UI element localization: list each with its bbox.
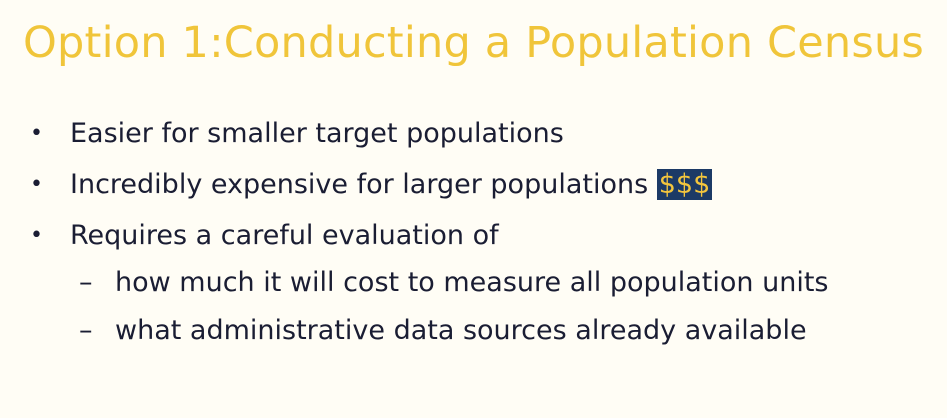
sub-bullet-text: how much it will cost to measure all pop…: [115, 267, 829, 298]
slide-title: Option 1:Conducting a Population Census: [22, 18, 925, 68]
highlighted-text: $$$: [656, 169, 713, 200]
dash-icon: –: [79, 267, 93, 298]
bullet-text: Incredibly expensive for larger populati…: [70, 168, 713, 202]
bullet-text: Easier for smaller target populations: [70, 118, 564, 149]
bullet-text: Requires a careful evaluation of: [70, 220, 499, 251]
bullet-dot-icon: •: [30, 223, 43, 248]
bullet-text-main: Incredibly expensive for larger populati…: [70, 169, 649, 200]
sub-bullet-text: what administrative data sources already…: [115, 315, 807, 346]
dash-icon: –: [79, 315, 93, 346]
bullet-dot-icon: •: [30, 172, 43, 197]
bullet-dot-icon: •: [30, 121, 43, 146]
